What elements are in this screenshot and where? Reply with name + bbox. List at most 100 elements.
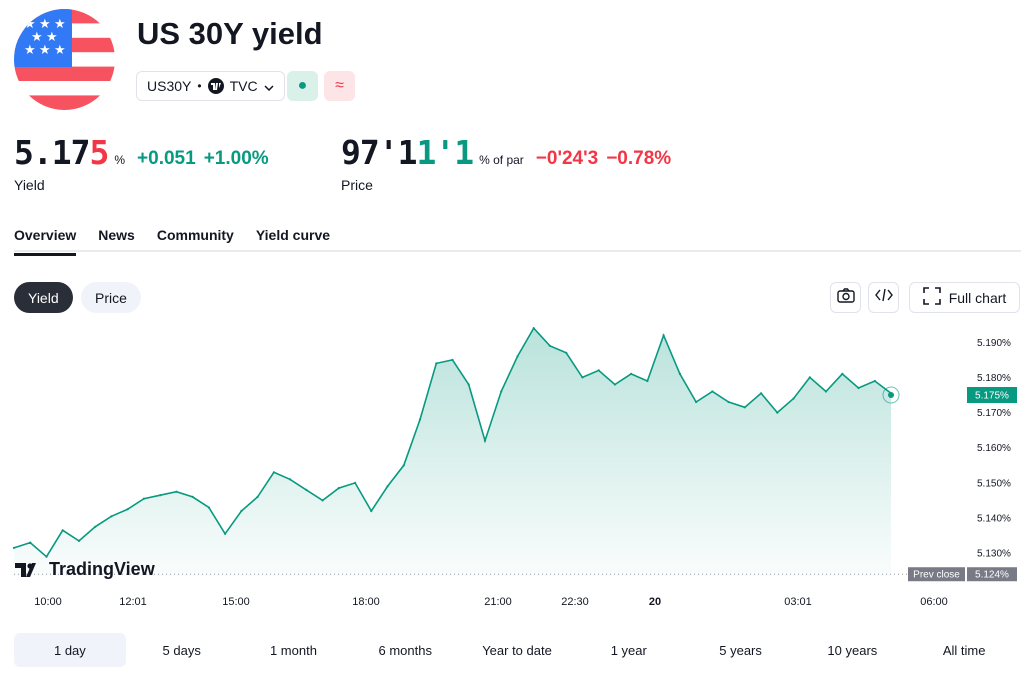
data-point [321, 499, 324, 502]
data-point [435, 362, 438, 365]
y-tick-label: 5.170% [977, 408, 1011, 419]
tab-community[interactable]: Community [156, 227, 234, 243]
data-point [695, 400, 698, 404]
data-point [207, 506, 210, 509]
data-point [548, 344, 552, 347]
symbol-selector[interactable]: US30Y • TVC [136, 71, 285, 101]
code-icon [874, 288, 893, 307]
tradingview-logo-icon [15, 562, 36, 577]
svg-text:★: ★ [54, 43, 66, 58]
data-point [581, 376, 584, 379]
tab-yield-curve[interactable]: Yield curve [255, 227, 331, 243]
svg-text:★: ★ [46, 30, 58, 45]
data-point [256, 495, 259, 498]
data-point [94, 525, 97, 528]
tradingview-badge-icon [207, 78, 224, 94]
data-point [630, 372, 633, 375]
symbol-separator: • [197, 79, 202, 93]
range-6-months[interactable]: 6 months [378, 642, 432, 658]
data-point [386, 485, 389, 488]
x-tick-label: 03:01 [784, 596, 812, 608]
svg-text:★: ★ [54, 17, 66, 32]
data-point [711, 390, 714, 393]
market-status-badge[interactable]: ● [287, 71, 318, 101]
yield-chart[interactable]: Prev close 5.124% 5.130% 5.140% 5.150% 5.160… [0, 320, 1035, 615]
data-point [289, 478, 292, 481]
expand-icon [922, 287, 941, 308]
data-point [792, 397, 795, 400]
data-point [467, 383, 470, 386]
delay-status-badge[interactable]: ≈ [324, 71, 355, 101]
last-value-box [967, 387, 1017, 404]
full-chart-button[interactable]: Full chart [909, 282, 1020, 313]
price-change-percent: −0.78% [606, 148, 672, 169]
exchange-name: TVC [229, 78, 258, 94]
data-point [646, 379, 649, 383]
range-year-to-date[interactable]: Year to date [482, 642, 552, 658]
svg-text:★: ★ [39, 17, 51, 32]
prev-close-title-box [908, 567, 965, 582]
last-point [888, 392, 894, 399]
range-10-years[interactable]: 10 years [827, 642, 878, 658]
embed-button[interactable] [868, 282, 899, 313]
price-toggle-button[interactable]: Price [81, 282, 141, 313]
range-1-month[interactable]: 1 month [269, 642, 317, 658]
data-point [240, 509, 243, 513]
y-tick-label: 5.150% [977, 478, 1011, 489]
data-point [370, 509, 373, 513]
data-point [224, 532, 227, 535]
data-point [77, 539, 81, 542]
svg-text:★: ★ [24, 17, 36, 32]
section-tabs: Overview News Community Yield curve [14, 227, 330, 256]
svg-text:★: ★ [24, 43, 36, 58]
data-point [45, 555, 48, 558]
yield-label: Yield [14, 177, 45, 193]
snapshot-button[interactable] [830, 282, 861, 313]
tab-news[interactable]: News [98, 227, 135, 243]
data-point [662, 334, 665, 337]
range-5-years[interactable]: 5 years [719, 642, 762, 658]
data-point [272, 471, 275, 474]
data-point [597, 369, 600, 372]
tabs-divider [14, 250, 1021, 252]
chevron-down-icon [264, 78, 274, 94]
data-point [191, 495, 194, 498]
data-point [613, 383, 617, 386]
range-all-time[interactable]: All time [942, 642, 986, 658]
full-chart-label: Full chart [948, 289, 1007, 306]
data-point [354, 481, 357, 484]
data-point [532, 327, 535, 330]
range-1-day[interactable]: 1 day [14, 633, 126, 667]
data-point [857, 386, 860, 390]
data-point [776, 411, 779, 414]
data-point [873, 379, 876, 383]
data-point [808, 376, 811, 379]
data-point [402, 464, 405, 467]
tradingview-logo-text: TradingView [49, 559, 155, 579]
svg-text:★: ★ [31, 30, 43, 45]
x-tick-label: 10:00 [34, 596, 62, 608]
data-point [142, 497, 145, 500]
x-tick-label: 21:00 [484, 596, 512, 608]
data-point [824, 390, 828, 393]
range-5-days[interactable]: 5 days [162, 642, 201, 658]
price-value-last-digits: 1'1 [416, 133, 474, 172]
data-point [29, 541, 32, 544]
price-change: −0'24'3 [535, 148, 599, 169]
y-tick-label: 5.130% [977, 549, 1011, 560]
time-range-selector: 1 day 5 days 1 month 6 months Year to da… [14, 633, 1020, 667]
series-area [14, 328, 891, 576]
data-point [727, 400, 730, 404]
x-tick-label: 22:30 [561, 596, 589, 608]
yield-value-last-digit: 5 [89, 133, 109, 172]
prev-close-value-box [967, 567, 1017, 582]
price-unit: % of par [479, 153, 524, 167]
data-point [516, 355, 519, 358]
yield-toggle-button[interactable]: Yield [14, 282, 73, 313]
tab-overview[interactable]: Overview [14, 227, 77, 256]
data-point [678, 372, 682, 375]
range-1-year[interactable]: 1 year [610, 642, 647, 658]
prev-close-value: 5.124% [975, 570, 1009, 581]
y-tick-label: 5.180% [977, 373, 1011, 384]
page-title: US 30Y yield [137, 16, 323, 51]
